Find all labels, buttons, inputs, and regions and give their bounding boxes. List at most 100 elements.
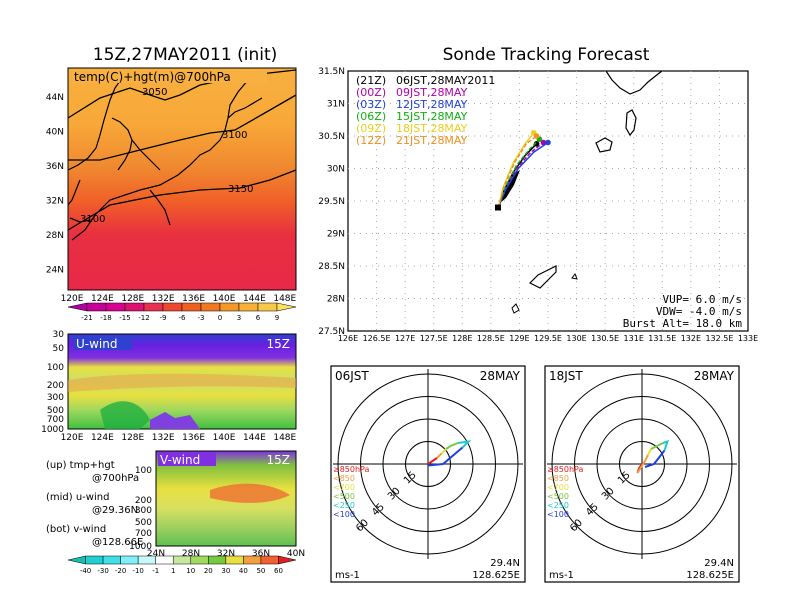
temp-colorbar-label: 3 xyxy=(237,314,241,322)
track-legend: (21Z) 06JST,28MAY2011 (00Z) 09JST,28MAY (03Z… xyxy=(356,74,495,147)
temp-colorbar-label: -18 xyxy=(100,314,111,322)
hodo-level-label: <250 xyxy=(333,501,355,510)
vwind-time: 15Z xyxy=(267,453,291,467)
hodo-level-label: <700 xyxy=(333,483,355,492)
wind-colorbar-label: -20 xyxy=(115,567,126,575)
wind-colorbar-label: -1 xyxy=(152,567,159,575)
island-small-2 xyxy=(511,303,520,314)
track-lat-tick-label: 30.5N xyxy=(318,132,345,142)
panel-legend: (up) tmp+hgt @700hPa (mid) u-wind @29.36… xyxy=(46,460,143,548)
map-lon-tick-label: 140E xyxy=(213,294,236,304)
hodo2-lat: 29.4N xyxy=(704,558,734,569)
hodo1-unit: ms-1 xyxy=(335,570,360,581)
hodo-segment xyxy=(427,457,438,465)
track-lon-tick-label: 127E xyxy=(395,334,415,343)
temp-colorbar-swatch xyxy=(276,302,297,312)
wind-colorbar-label: 1 xyxy=(171,567,175,575)
legend-up2: @700hPa xyxy=(92,473,139,484)
hodo2-unit: ms-1 xyxy=(549,570,574,581)
hodo-segment xyxy=(440,448,447,455)
hodo-ring xyxy=(360,396,496,532)
hodo-segment xyxy=(427,446,464,467)
uwind-label: U-wind xyxy=(76,337,117,351)
track-lat-tick-label: 28N xyxy=(327,295,345,305)
hodo-ring xyxy=(551,373,733,555)
vwind-lat-tick-label: 24N xyxy=(147,549,165,559)
uwind-label-bg xyxy=(74,336,132,350)
wind-colorbar-swatch xyxy=(67,555,86,565)
map-lon-tick-label: 124E xyxy=(91,294,114,304)
wind-colorbar-swatch xyxy=(85,555,104,565)
wind-colorbar-swatch xyxy=(120,555,139,565)
island-kyushu-south xyxy=(605,70,663,95)
hodo2-time: 18JST xyxy=(549,369,583,383)
uwind-p-tick-label: 500 xyxy=(47,406,64,416)
hodo-ring xyxy=(574,396,710,532)
hodo-level-label: <850 xyxy=(547,474,569,483)
vwind-p-tick-label: 200 xyxy=(135,496,152,506)
hodo-segment xyxy=(445,442,459,450)
temp-colorbar-swatch xyxy=(162,302,183,312)
temp-colorbar-swatch xyxy=(67,302,88,312)
island-yakushima xyxy=(595,137,613,153)
wind-colorbar-label: 20 xyxy=(204,567,213,575)
track-endpoint xyxy=(533,141,540,147)
wind-colorbar-swatch xyxy=(137,555,156,565)
track-legend-text: 21JST,28MAY xyxy=(396,134,468,147)
map-variable-label: temp(C)+hgt(m)@700hPa xyxy=(74,70,231,84)
uwind-p-tick-label: 100 xyxy=(47,363,64,373)
wind-colorbar-swatch xyxy=(278,555,297,565)
track-lon-tick-label: 129.5E xyxy=(534,334,562,343)
vwind-lat-ticks: 24N 28N 32N 36N 40N xyxy=(147,549,305,559)
right-title: Sonde Tracking Forecast xyxy=(443,45,650,65)
temp-colorbar-label: 9 xyxy=(275,314,279,322)
wind-colorbar-label: 50 xyxy=(256,567,265,575)
wind-colorbar-swatch xyxy=(208,555,227,565)
hodo2-date: 28MAY xyxy=(694,369,735,383)
hodograph-18jst: 18JST 28MAY 29.4N 128.625E ms-1 15304560… xyxy=(544,365,740,583)
map-lon-tick-label: 132E xyxy=(152,294,175,304)
legend-mid2: @29.36N xyxy=(92,505,138,516)
track-lon-tick-label: 130E xyxy=(566,334,586,343)
hodo-level-label: <250 xyxy=(547,501,569,510)
map-lat-tick-label: 32N xyxy=(46,197,64,207)
track-footprint xyxy=(499,170,520,204)
wind-colorbar-label: 40 xyxy=(239,567,248,575)
hodo1-lon: 128.625E xyxy=(472,570,520,581)
track-lon-tick-label: 132E xyxy=(681,334,701,343)
island-small-1 xyxy=(571,272,578,280)
vwind-lat-tick-label: 32N xyxy=(217,549,235,559)
track-legend-time: (12Z) xyxy=(356,134,386,147)
track-lines xyxy=(495,129,551,211)
vwind-p-tick-label: 500 xyxy=(135,518,152,528)
contour-label-3050: 3050 xyxy=(142,87,167,98)
map-lat-tick-label: 44N xyxy=(46,93,64,103)
uwind-lon-tick-label: 136E xyxy=(182,433,205,443)
uwind-lon-tick-label: 144E xyxy=(243,433,266,443)
uwind-lon-tick-label: 124E xyxy=(91,433,114,443)
uwind-p-tick-label: 200 xyxy=(47,381,64,391)
map-lon-tick-label: 136E xyxy=(182,294,205,304)
legend-bot2: @128.66E xyxy=(92,537,143,548)
temp-colorbar-swatch xyxy=(238,302,259,312)
map-lon-tick-label: 120E xyxy=(61,294,84,304)
hodo-level-label: <500 xyxy=(333,492,355,501)
track-vdw: VDW= -4.0 m/s xyxy=(656,305,742,318)
wind-colorbar-label: -40 xyxy=(80,567,91,575)
track-lat-tick-label: 29.5N xyxy=(318,197,345,207)
wind-colorbar-swatch xyxy=(225,555,244,565)
track-lat-tick-label: 27.5N xyxy=(318,327,345,337)
hodograph-06jst: 06JST 28MAY 29.4N 128.625E ms-1 15304560… xyxy=(330,365,526,583)
hodo-level-label: <100 xyxy=(547,510,569,519)
vwind-lat-tick-label: 40N xyxy=(287,549,305,559)
wind-colorbar-swatch xyxy=(155,555,174,565)
track-endpoint xyxy=(533,133,540,139)
island-amami xyxy=(528,265,557,289)
temp-colorbar-swatch xyxy=(105,302,126,312)
hodo-ring xyxy=(596,418,688,510)
contour-label-3150: 3150 xyxy=(228,184,253,195)
hodo2-lon: 128.625E xyxy=(686,570,734,581)
wind-colorbar-swatch xyxy=(102,555,121,565)
